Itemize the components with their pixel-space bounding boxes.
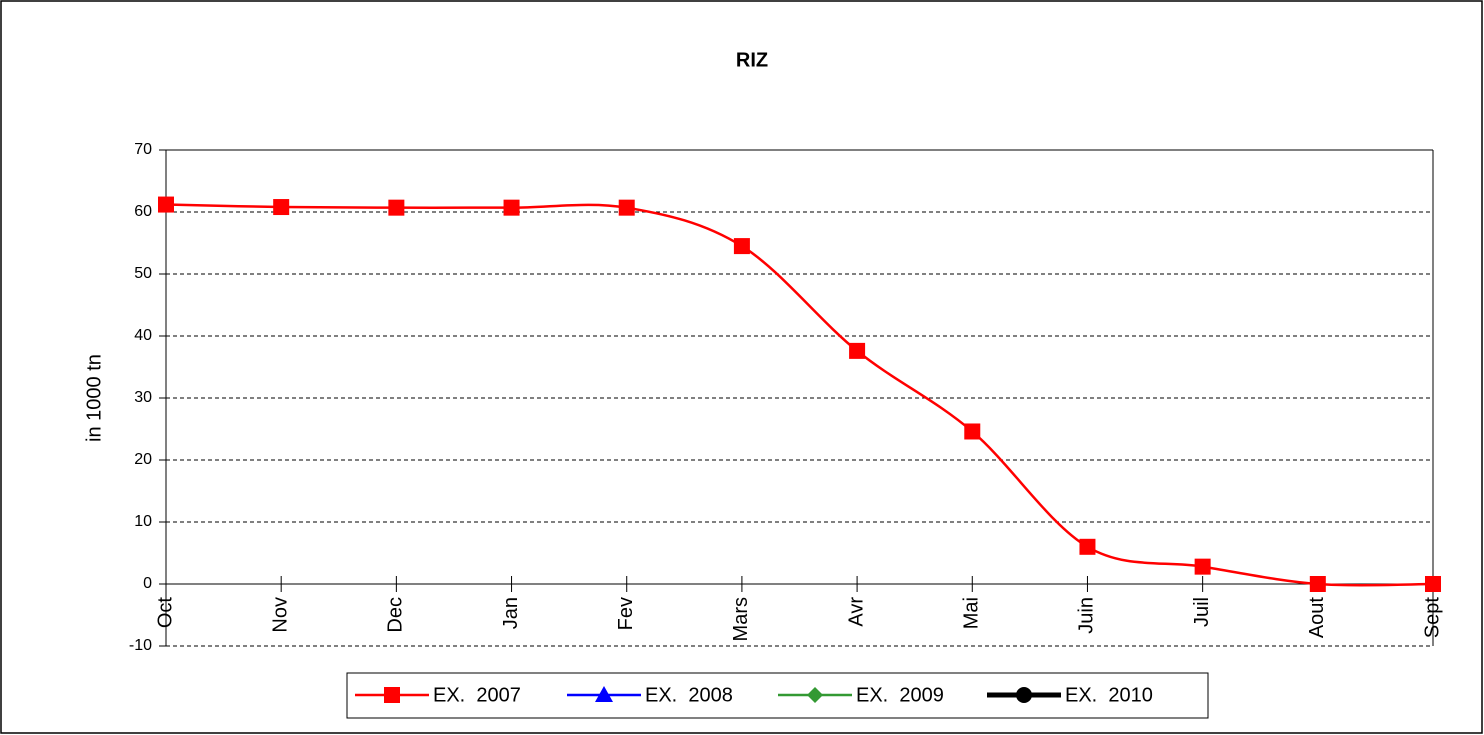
y-tick-label: 20 [134, 451, 152, 468]
x-tick-label: Mai [961, 597, 983, 629]
legend-marker [384, 687, 400, 703]
data-point [1079, 538, 1096, 555]
legend-marker [807, 687, 823, 703]
data-point [1425, 576, 1441, 592]
data-point [388, 199, 405, 216]
legend-marker [1016, 687, 1032, 703]
y-tick-label: 50 [134, 265, 152, 282]
y-tick-label: 30 [134, 389, 152, 406]
legend-box [346, 672, 1209, 719]
data-point [849, 342, 866, 359]
data-point [964, 423, 981, 440]
y-axis-label: in 1000 tn [83, 354, 105, 442]
x-tick-label: Nov [269, 597, 291, 633]
x-tick-label: Dec [385, 597, 407, 633]
x-tick-label: Sept [1421, 597, 1443, 639]
data-point [1309, 576, 1326, 592]
x-tick-label: Avr [845, 597, 867, 627]
data-point [158, 196, 174, 213]
data-point [503, 199, 520, 216]
x-tick-label: Mars [730, 597, 752, 641]
y-tick-label: 10 [134, 513, 152, 530]
y-tick-label: 70 [134, 141, 152, 158]
legend-label: EX. 2007 [433, 684, 521, 706]
legend-label: EX. 2010 [1065, 684, 1153, 706]
y-tick-label: 0 [143, 575, 152, 592]
legend-label: EX. 2008 [645, 684, 733, 706]
data-point [273, 199, 290, 216]
chart-title: RIZ [736, 49, 768, 71]
legend-label: EX. 2009 [856, 684, 944, 706]
legend: EX. 2007 EX. 2008 EX. 2009 EX. 2010 [346, 672, 1209, 719]
x-tick-label: Fev [615, 597, 637, 630]
data-point [1194, 558, 1211, 575]
x-tick-label: Juin [1076, 597, 1098, 634]
data-point [618, 199, 635, 216]
x-tick-label: Oct [154, 597, 176, 629]
legend-marker [595, 686, 613, 702]
x-tick-label: Juil [1191, 597, 1213, 627]
x-tick-label: Aout [1306, 597, 1328, 639]
y-tick-label: 40 [134, 327, 152, 344]
x-tick-label: Jan [500, 597, 522, 629]
y-tick-label: 60 [134, 203, 152, 220]
data-point [733, 238, 750, 255]
y-tick-label: -10 [129, 637, 152, 654]
